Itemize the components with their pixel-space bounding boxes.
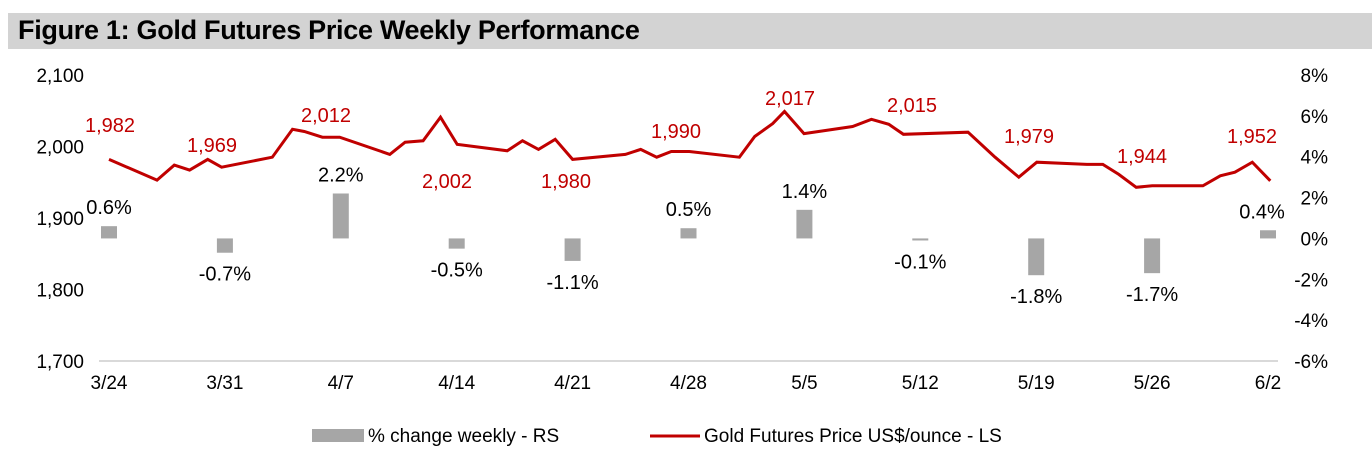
line-data-label: 2,015 <box>887 95 937 117</box>
line-data-label: 2,012 <box>301 105 351 127</box>
bar-data-label: 0.6% <box>86 197 132 219</box>
line-data-label: 1,944 <box>1117 146 1167 168</box>
figure-title: Figure 1: Gold Futures Price Weekly Perf… <box>18 15 640 45</box>
line-data-label: 1,979 <box>1004 126 1054 148</box>
right-tick-label: 4% <box>1301 148 1329 169</box>
line-data-label: 1,982 <box>85 115 135 137</box>
bar-data-label: -1.7% <box>1126 284 1178 306</box>
line-data-label: 1,990 <box>651 121 701 143</box>
right-tick-label: -6% <box>1294 352 1328 373</box>
line-data-label: 2,017 <box>765 88 815 110</box>
bar <box>101 226 117 239</box>
left-tick-label: 1,800 <box>36 281 84 302</box>
right-tick-label: 6% <box>1301 107 1329 128</box>
bar-data-label: -0.7% <box>199 264 251 286</box>
line-data-label: 1,969 <box>187 135 237 157</box>
figure-title-bar: Figure 1: Gold Futures Price Weekly Perf… <box>8 13 1372 49</box>
bar <box>1028 238 1045 276</box>
bar <box>1144 238 1161 274</box>
bar-data-label: -1.1% <box>546 272 598 294</box>
bar-data-label: 0.5% <box>666 199 712 221</box>
left-tick-label: 1,700 <box>36 352 84 373</box>
x-tick-label: 5/19 <box>1018 373 1055 394</box>
right-tick-label: -2% <box>1294 270 1328 291</box>
legend-line-label: Gold Futures Price US$/ounce - LS <box>704 426 1002 447</box>
x-tick-label: 4/14 <box>438 373 475 394</box>
bar <box>912 238 929 241</box>
line-data-labels: 1,982 1,969 2,012 2,002 1,980 1,990 2,017 2,015… <box>85 88 1277 193</box>
bar <box>332 193 349 239</box>
bar <box>448 238 465 249</box>
x-tick-label: 5/5 <box>791 373 817 394</box>
legend-bar-swatch <box>312 429 364 442</box>
bar-data-labels: 0.6% -0.7% 2.2% -0.5% -1.1% 0.5% 1.4% -0.1% -1.8… <box>86 164 1285 308</box>
left-axis-ticks: 1,700 1,800 1,900 2,000 2,100 <box>36 66 84 373</box>
right-tick-label: 2% <box>1301 189 1329 210</box>
line-data-label: 1,980 <box>541 171 591 193</box>
line-data-label: 1,952 <box>1227 126 1277 148</box>
x-tick-label: 4/21 <box>554 373 591 394</box>
right-axis-ticks: -6% -4% -2% 0% 2% 4% 6% 8% <box>1294 66 1328 373</box>
bar <box>216 238 233 253</box>
bar-data-label: -1.8% <box>1010 286 1062 308</box>
bar <box>1260 230 1276 239</box>
right-tick-label: 0% <box>1301 229 1329 250</box>
x-tick-label: 5/26 <box>1134 373 1171 394</box>
bar-data-label: -0.5% <box>431 260 483 282</box>
x-axis-ticks: 3/24 3/31 4/7 4/14 4/21 4/28 5/5 5/12 5/19 5/26 6/… <box>91 373 1282 394</box>
x-tick-label: 3/24 <box>91 373 128 394</box>
bar <box>796 209 813 239</box>
bar <box>564 238 581 261</box>
bars-series <box>101 193 1276 276</box>
right-tick-label: -4% <box>1294 311 1328 332</box>
x-tick-label: 5/12 <box>902 373 939 394</box>
legend: % change weekly - RS Gold Futures Price … <box>312 426 1002 447</box>
bar-data-label: -0.1% <box>894 251 946 273</box>
x-tick-label: 6/2 <box>1255 373 1281 394</box>
bar-data-label: 1.4% <box>782 181 828 203</box>
line-data-label: 2,002 <box>422 171 472 193</box>
left-tick-label: 2,000 <box>36 138 84 159</box>
bar-data-label: 0.4% <box>1239 201 1285 223</box>
x-tick-label: 4/28 <box>670 373 707 394</box>
left-tick-label: 2,100 <box>36 66 84 87</box>
x-tick-label: 3/31 <box>206 373 243 394</box>
x-tick-label: 4/7 <box>328 373 354 394</box>
bar-data-label: 2.2% <box>318 164 364 186</box>
left-tick-label: 1,900 <box>36 209 84 230</box>
legend-bar-label: % change weekly - RS <box>368 426 559 447</box>
price-line <box>108 109 1272 189</box>
right-tick-label: 8% <box>1301 66 1329 87</box>
bar <box>680 228 697 239</box>
